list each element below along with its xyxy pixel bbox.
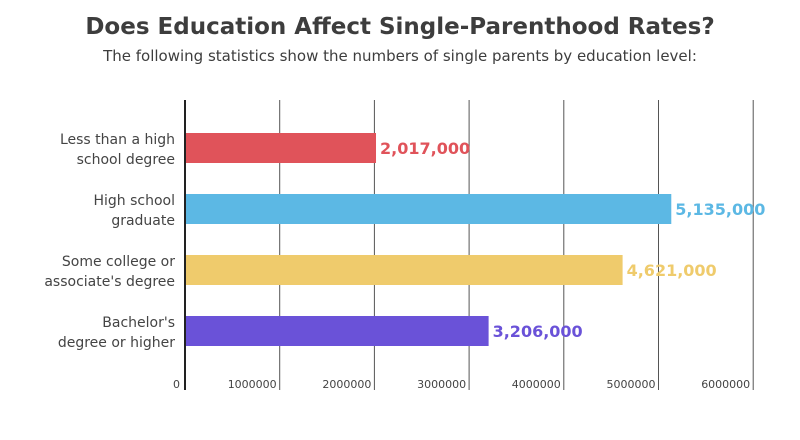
- bars: [186, 133, 672, 346]
- bar: [186, 255, 623, 285]
- category-label: High school: [93, 193, 175, 209]
- data-label: 3,206,000: [493, 322, 583, 341]
- category-label: graduate: [111, 213, 175, 229]
- category-label: degree or higher: [58, 335, 175, 351]
- category-label: Less than a high: [60, 132, 175, 148]
- tick-label: 1000000: [228, 378, 277, 391]
- value-labels: 2,017,000 5,135,000 4,621,000 3,206,000: [380, 139, 765, 341]
- tick-label: 5000000: [607, 378, 656, 391]
- data-label: 4,621,000: [627, 261, 717, 280]
- chart-subtitle: The following statistics show the number…: [103, 47, 697, 65]
- tick-label: 0: [173, 378, 180, 391]
- x-tick-labels: 0 1000000 2000000 3000000 4000000 5000000 6000…: [173, 378, 750, 391]
- tick-label: 2000000: [322, 378, 371, 391]
- category-label: Some college or: [62, 254, 175, 270]
- tick-label: 6000000: [701, 378, 750, 391]
- bar: [186, 194, 672, 224]
- bar: [186, 316, 489, 346]
- category-label: associate's degree: [44, 274, 175, 290]
- tick-label: 3000000: [417, 378, 466, 391]
- tick-label: 4000000: [512, 378, 561, 391]
- data-label: 5,135,000: [675, 200, 765, 219]
- category-label: Bachelor's: [102, 315, 175, 331]
- category-labels: Less than a high school degree High school…: [44, 132, 175, 351]
- chart-title: Does Education Affect Single-Parenthood …: [85, 14, 715, 40]
- category-label: school degree: [77, 152, 175, 168]
- bar: [186, 133, 377, 163]
- data-label: 2,017,000: [380, 139, 470, 158]
